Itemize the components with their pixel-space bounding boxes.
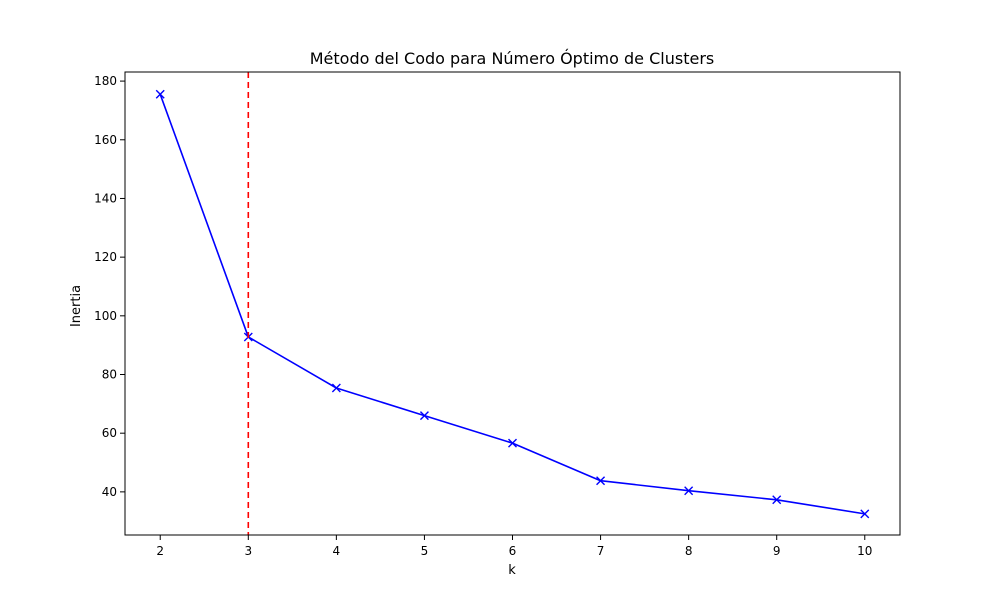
y-axis-label: Inertia — [69, 285, 84, 327]
marker-stroke — [860, 509, 870, 519]
x-tick-label: 10 — [857, 544, 872, 558]
y-tick-label: 60 — [102, 426, 117, 440]
y-tick-label: 180 — [94, 74, 117, 88]
y-tick-label: 140 — [94, 191, 117, 205]
x-tick-label: 4 — [333, 544, 341, 558]
data-point-marker — [331, 383, 341, 393]
y-tick-label: 40 — [102, 485, 117, 499]
marker-stroke — [508, 438, 517, 448]
x-tick-label: 7 — [597, 544, 605, 558]
x-tick-label: 2 — [156, 544, 164, 558]
x-tick-label: 5 — [421, 544, 429, 558]
marker-stroke — [596, 476, 606, 486]
data-point-marker — [155, 89, 165, 99]
marker-stroke — [155, 89, 165, 99]
y-tick-label: 80 — [102, 368, 117, 382]
x-tick-label: 8 — [685, 544, 693, 558]
marker-stroke — [331, 383, 341, 393]
chart-title: Método del Codo para Número Óptimo de Cl… — [310, 49, 714, 68]
plot-area: 2 3 4 5 6 7 8 9 10 40 60 80 100 120 140 160 180 — [94, 71, 901, 558]
data-point-marker — [860, 509, 870, 519]
marker-stroke — [684, 486, 694, 496]
y-tick-label: 120 — [94, 250, 117, 264]
axes-frame — [124, 71, 901, 536]
data-point-marker — [419, 411, 429, 421]
y-tick-label: 160 — [94, 133, 117, 147]
x-tick-label: 9 — [773, 544, 781, 558]
x-tick-label: 3 — [244, 544, 252, 558]
x-axis-label: k — [508, 563, 516, 578]
data-point-marker — [596, 476, 606, 486]
y-tick-label: 100 — [94, 309, 117, 323]
data-point-marker — [772, 495, 782, 505]
data-point-marker — [508, 438, 517, 448]
data-point-marker — [684, 486, 694, 496]
x-tick-label: 6 — [509, 544, 517, 558]
marker-stroke — [772, 495, 782, 505]
marker-stroke — [419, 411, 429, 421]
